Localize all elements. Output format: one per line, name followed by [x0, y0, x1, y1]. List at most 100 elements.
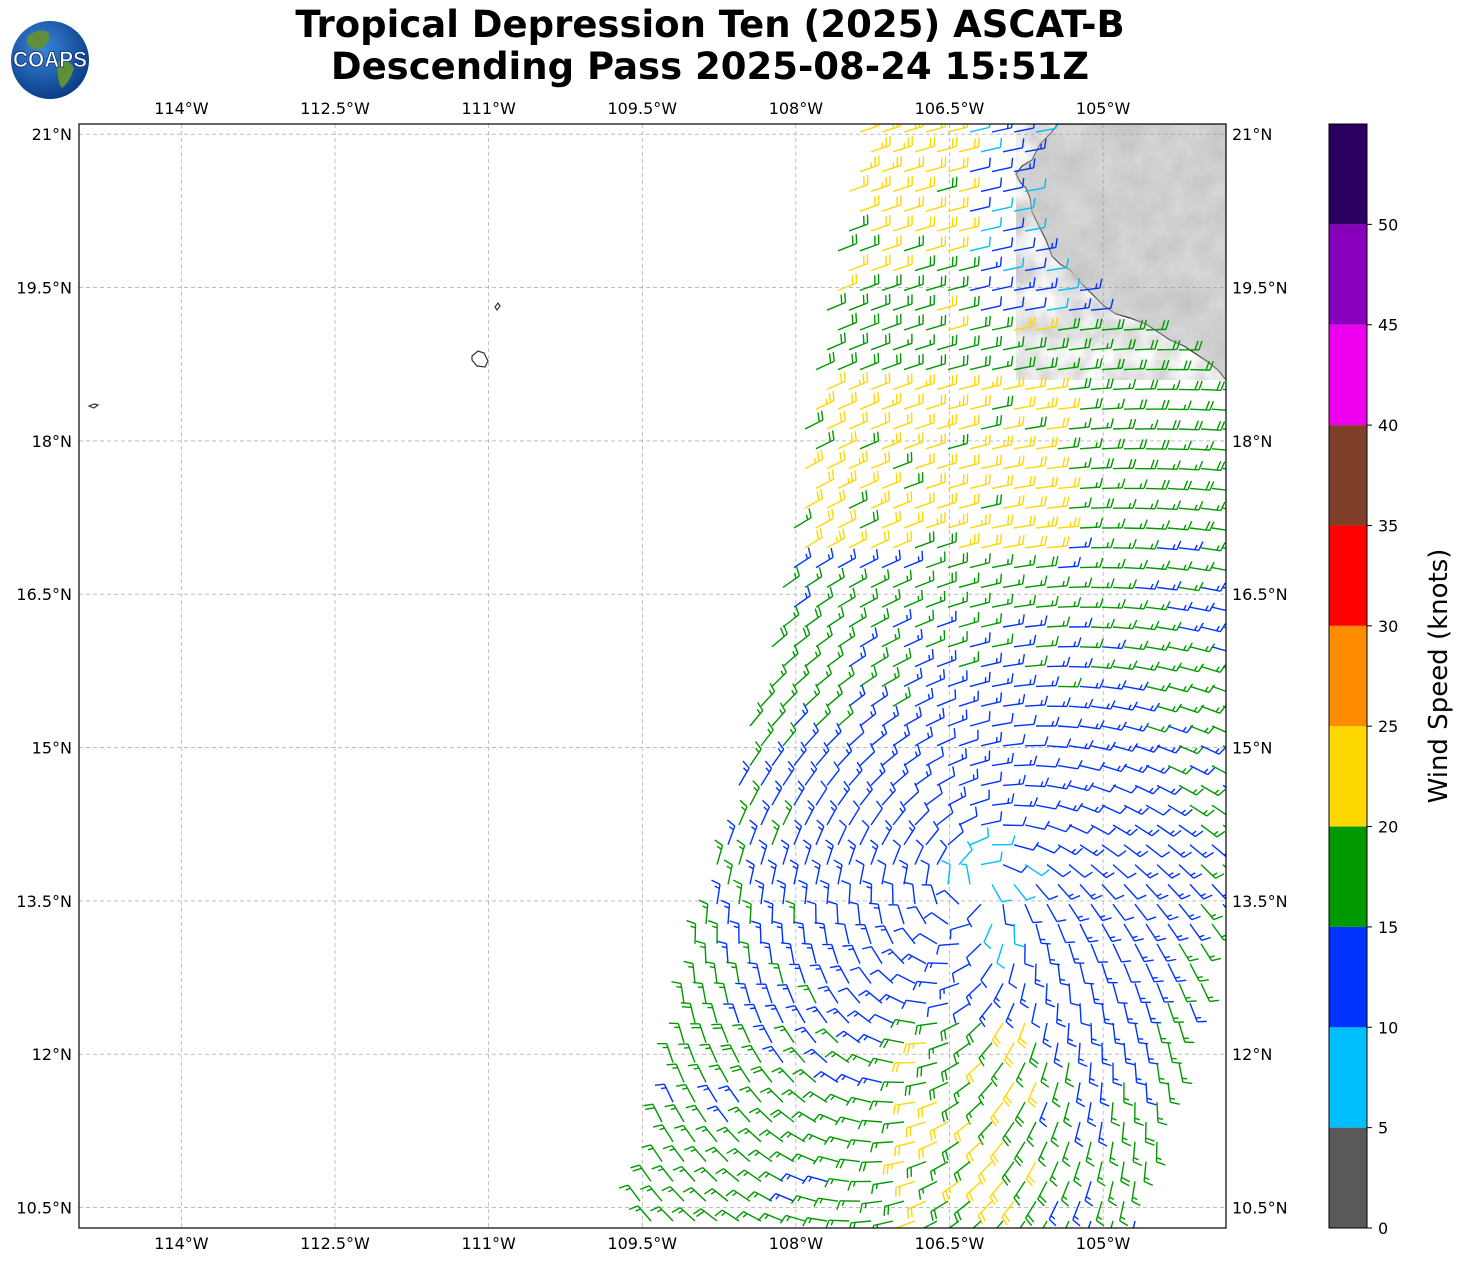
wind-barb	[939, 982, 960, 1000]
wind-barb	[1046, 656, 1071, 668]
wind-barb	[640, 1185, 663, 1202]
wind-barb	[827, 900, 839, 925]
wind-barb	[1101, 883, 1125, 900]
wind-barb	[837, 819, 847, 846]
wind-barb	[1075, 1082, 1086, 1108]
wind-barb	[991, 316, 1014, 331]
wind-barb	[1046, 576, 1070, 589]
wind-barb	[1048, 1200, 1059, 1227]
wind-barb	[685, 1104, 707, 1123]
wind-barb	[936, 374, 958, 391]
wind-barb	[1222, 507, 1226, 510]
wind-barb	[1064, 1062, 1075, 1088]
wind-barb	[804, 683, 821, 707]
wind-barb	[1024, 575, 1048, 589]
wind-barb	[1132, 1220, 1136, 1228]
wind-barb	[892, 608, 912, 628]
wind-barb	[1123, 764, 1150, 774]
wind-barb	[1057, 637, 1082, 648]
wind-barb	[1046, 377, 1070, 391]
wind-barb	[793, 664, 810, 687]
wind-barb	[965, 1101, 982, 1125]
wind-barb	[925, 707, 945, 727]
wind-barb	[1112, 743, 1139, 752]
wind-barb	[1156, 420, 1181, 431]
lat-tick-right-5: 18°N	[1232, 432, 1272, 451]
wind-barb	[941, 1180, 960, 1203]
wind-barb	[881, 628, 901, 648]
wind-barb	[859, 742, 876, 767]
wind-barb	[892, 569, 913, 589]
wind-barb	[859, 781, 873, 806]
wind-barb	[1123, 923, 1144, 942]
wind-barb	[803, 1048, 828, 1064]
wind-barb	[1123, 439, 1148, 450]
wind-barb	[855, 924, 872, 945]
wind-barb	[1046, 416, 1070, 430]
wind-barb	[837, 548, 857, 569]
wind-barb	[1057, 844, 1083, 856]
wind-barb	[881, 392, 902, 410]
wind-barb	[869, 1141, 894, 1153]
wind-barb	[925, 551, 946, 569]
wind-barb	[936, 334, 958, 351]
lat-tick-left-5: 18°N	[32, 432, 72, 451]
wind-barb	[993, 983, 1004, 1009]
wind-barb	[947, 670, 968, 688]
lon-tick-top-1: 112.5°W	[300, 99, 370, 118]
wind-barb	[1134, 1022, 1149, 1045]
wind-barb	[1001, 1200, 1015, 1226]
wind-barb	[1200, 421, 1226, 432]
wind-barb	[1024, 297, 1047, 311]
wind-barb	[1061, 1141, 1071, 1168]
wind-barb	[1200, 943, 1222, 962]
wind-barb	[717, 940, 729, 964]
wind-barb	[848, 411, 869, 430]
wind-barb	[1134, 339, 1159, 351]
gridlines	[79, 124, 1226, 1228]
wind-barb	[771, 819, 780, 846]
wind-barb	[1035, 237, 1058, 252]
wind-barb	[672, 1165, 696, 1182]
wind-barb	[1123, 640, 1149, 651]
wind-barb	[953, 1081, 971, 1104]
lat-tick-right-3: 15°N	[1232, 739, 1272, 758]
wind-barb	[1002, 495, 1025, 509]
wind-barb	[762, 1045, 784, 1064]
wind-barb	[815, 703, 832, 727]
wind-barb	[1035, 396, 1059, 410]
wind-barb	[936, 803, 954, 826]
wind-barb	[1013, 714, 1037, 727]
wind-barb	[1024, 736, 1049, 747]
wind-barb	[881, 549, 901, 569]
wind-barb	[1068, 983, 1081, 1007]
wind-barb	[958, 690, 979, 707]
wind-barb	[1156, 903, 1179, 921]
wind-barb	[1013, 316, 1036, 331]
wind-barb	[881, 819, 893, 846]
wind-barb	[969, 671, 991, 688]
wind-barb	[744, 1003, 762, 1024]
wind-barb	[881, 432, 902, 450]
wind-barb	[1222, 784, 1226, 789]
wind-barb	[892, 136, 913, 153]
wind-barb	[678, 1043, 696, 1063]
lon-tick-top-0: 114°W	[154, 99, 209, 118]
wind-barb	[1002, 904, 1016, 927]
wind-barb	[1167, 804, 1193, 817]
wind-barb	[1057, 477, 1081, 490]
wind-barb	[1046, 258, 1070, 272]
wind-barb	[738, 940, 751, 964]
wind-barb	[1145, 641, 1171, 651]
wind-barb	[1013, 1181, 1026, 1206]
wind-barb	[1068, 698, 1094, 709]
wind-barb	[1079, 278, 1103, 292]
wind-barb	[870, 762, 886, 786]
wind-barb	[837, 234, 858, 252]
wind-barb	[848, 901, 861, 925]
wind-barb	[991, 395, 1014, 410]
wind-barb	[758, 1171, 784, 1183]
wind-barb	[980, 375, 1003, 391]
wind-barb	[1024, 456, 1048, 470]
wind-barb	[837, 587, 856, 608]
